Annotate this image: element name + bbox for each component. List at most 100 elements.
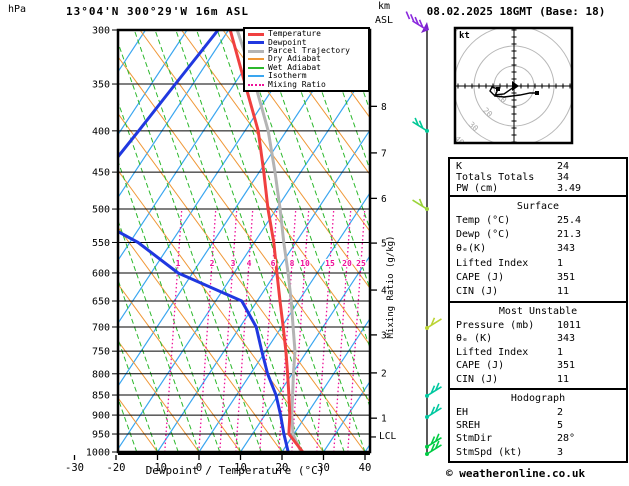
svg-text:3: 3 <box>231 259 236 268</box>
stats-label: Temp (°C) <box>456 214 511 226</box>
svg-text:900: 900 <box>92 411 110 422</box>
stats-label: SREH <box>456 419 481 431</box>
svg-text:700: 700 <box>92 322 110 333</box>
stats-row: CIN (J) 11 <box>450 374 626 385</box>
svg-text:4: 4 <box>381 286 387 297</box>
legend-swatch-isotherm <box>248 75 264 78</box>
stats-value: 1 <box>557 346 564 358</box>
stats-table-hodograph: Hodograph EH 2 SREH 5 StmDir 28° StmSpd (kt) 3 <box>448 388 628 463</box>
stats-row: StmSpd (kt) 3 <box>450 447 626 458</box>
wind-barb <box>425 382 442 398</box>
svg-text:8: 8 <box>381 102 387 113</box>
legend-swatch-mixing-ratio <box>248 83 264 86</box>
stats-value: 1011 <box>557 319 582 331</box>
svg-text:1: 1 <box>381 414 387 425</box>
svg-text:300: 300 <box>92 26 110 37</box>
stats-value: 3.49 <box>557 183 582 194</box>
stats-value: 21.3 <box>557 229 582 241</box>
svg-text:-30: -30 <box>65 462 84 474</box>
stats-row: Lifted Index 1 <box>450 258 626 269</box>
stats-value: 351 <box>557 360 576 372</box>
stats-label: Pressure (mb) <box>456 319 535 331</box>
svg-text:400: 400 <box>92 126 110 137</box>
legend-swatch-temperature <box>248 32 264 36</box>
stats-value: 3 <box>557 446 564 458</box>
svg-text:5: 5 <box>381 239 387 250</box>
legend-item: Temperature <box>245 30 368 38</box>
curve-parcel-trajectory <box>235 30 303 452</box>
stats-value: 343 <box>557 333 576 345</box>
svg-text:850: 850 <box>92 391 110 402</box>
stats-label: PW (cm) <box>456 183 499 194</box>
lcl-label: LCL <box>379 431 397 442</box>
stats-label: Totals Totals <box>456 172 535 183</box>
legend-label: Isotherm <box>268 71 307 81</box>
wind-barb <box>412 117 429 133</box>
stats-value: 24 <box>557 161 570 172</box>
stats-value: 28° <box>557 433 576 445</box>
legend-swatch-parcel-trajectory <box>248 49 264 53</box>
stats-label: K <box>456 161 463 172</box>
staff-arrow-icon <box>421 22 429 33</box>
svg-text:6: 6 <box>271 259 276 268</box>
stats-label: CIN (J) <box>456 286 499 298</box>
stats-row: Dewp (°C) 21.3 <box>450 229 626 240</box>
stats-label: StmSpd (kt) <box>456 446 523 458</box>
legend-label: Dewpoint <box>268 37 307 47</box>
svg-text:750: 750 <box>92 347 110 358</box>
stats-table-header: Hodograph <box>510 393 566 405</box>
altitude-axis-unit-asl: ASL <box>374 15 394 26</box>
stats-table-header: Most Unstable <box>498 306 578 318</box>
stats-label: CAPE (J) <box>456 272 505 284</box>
sounding-curves <box>118 30 304 452</box>
hodograph-border <box>453 26 574 145</box>
stats-row: K 24 <box>450 161 626 172</box>
wind-barb <box>425 440 442 456</box>
stats-row: Pressure (mb) 1011 <box>450 320 626 331</box>
wind-barb <box>405 11 428 31</box>
stats-row: θₑ(K) 343 <box>450 243 626 254</box>
wind-barb <box>425 403 442 420</box>
svg-text:600: 600 <box>92 268 110 279</box>
legend-swatch-dry-adiabat <box>248 58 264 61</box>
stats-table-header: Surface <box>516 200 560 212</box>
altitude-axis-unit-km: km <box>377 1 391 12</box>
stats-value: 11 <box>557 373 570 385</box>
skewt-grid <box>118 30 370 452</box>
svg-text:2: 2 <box>381 368 387 379</box>
stats-table-most-unstable: Most Unstable Pressure (mb) 1011 θₑ (K) 343 L… <box>448 301 628 390</box>
hodograph-unit-label: kt <box>459 31 470 41</box>
svg-text:3: 3 <box>381 330 387 341</box>
stats-table: K 24 Totals Totals 34 PW (cm) 3.49 <box>448 157 628 197</box>
stats-row: PW (cm) 3.49 <box>450 183 626 194</box>
svg-text:2: 2 <box>210 259 215 268</box>
stats-label: θₑ(K) <box>456 243 487 255</box>
svg-text:10: 10 <box>234 462 247 474</box>
stats-value: 351 <box>557 272 576 284</box>
legend-label: Temperature <box>268 29 321 39</box>
wind-barb-staff <box>405 11 442 456</box>
svg-text:8: 8 <box>290 259 295 268</box>
stats-row: CAPE (J) 351 <box>450 272 626 283</box>
svg-text:650: 650 <box>92 297 110 308</box>
stats-row: Lifted Index 1 <box>450 347 626 358</box>
svg-text:-10: -10 <box>148 462 167 474</box>
legend-item: Isotherm <box>245 72 368 80</box>
legend-label: Wet Adiabat <box>268 62 321 72</box>
curve-temperature <box>228 30 304 452</box>
stats-row: SREH 5 <box>450 420 626 431</box>
svg-text:15: 15 <box>325 259 335 268</box>
temperature-axis-title: Dewpoint / Temperature (°C) <box>145 464 325 477</box>
legend-swatch-dewpoint <box>248 41 264 45</box>
legend-item: Parcel Trajectory <box>245 47 368 55</box>
wind-barb <box>425 433 442 449</box>
svg-text:7: 7 <box>381 148 387 159</box>
stats-value: 11 <box>557 286 570 298</box>
stats-label: StmDir <box>456 433 493 445</box>
legend-label: Dry Adiabat <box>268 54 321 64</box>
stats-label: Lifted Index <box>456 346 529 358</box>
svg-text:350: 350 <box>92 80 110 91</box>
legend-box: Temperature Dewpoint Parcel Trajectory Dry … <box>243 27 370 92</box>
